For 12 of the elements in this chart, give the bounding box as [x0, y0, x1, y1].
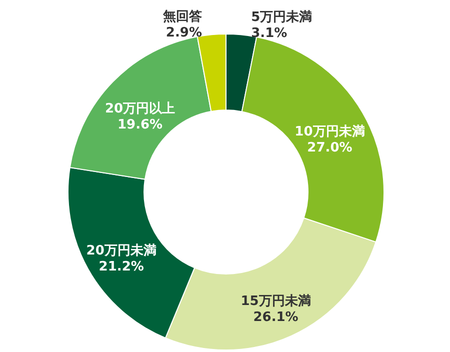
- slice-label: 15万円未満: [240, 294, 311, 310]
- slice-label: 無回答: [162, 10, 202, 25]
- slice-label: 5万円未満: [251, 10, 312, 25]
- data-label: 3.1%: [251, 26, 288, 41]
- slice-label: 10万円未満: [294, 124, 365, 140]
- data-label: 2.9%: [166, 26, 202, 41]
- slice-label: 20万円未満: [86, 244, 156, 259]
- data-label: 27.0%: [307, 140, 352, 156]
- data-label: 19.6%: [117, 117, 163, 132]
- data-label: 21.2%: [98, 260, 144, 275]
- slice-label: 20万円以上: [104, 101, 176, 116]
- data-label: 26.1%: [253, 310, 298, 326]
